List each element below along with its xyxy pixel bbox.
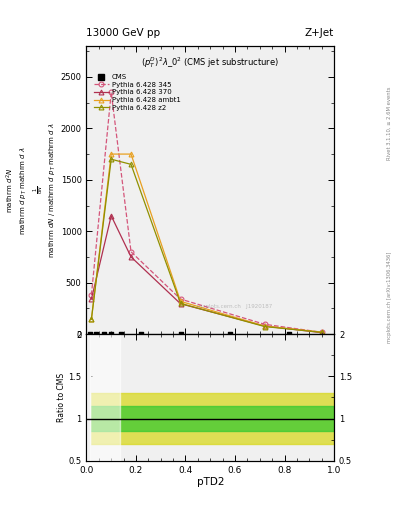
Point [138,330,144,338]
Point [87,330,93,338]
Point [118,330,124,338]
Text: Z+Jet: Z+Jet [305,28,334,38]
Text: $(p_T^D)^2\lambda\_0^2$ (CMS jet substructure): $(p_T^D)^2\lambda\_0^2$ (CMS jet substru… [141,55,279,70]
Bar [86,334,90,461]
X-axis label: pTD2: pTD2 [196,477,224,487]
Y-axis label: Ratio to CMS: Ratio to CMS [57,373,66,422]
Point [108,330,114,338]
Bar [90,334,120,461]
Bar [86,406,334,431]
Text: Rivet 3.1.10, ≥ 2.6M events: Rivet 3.1.10, ≥ 2.6M events [387,86,392,160]
Point [227,330,233,338]
Point [286,330,293,338]
Text: 13000 GeV pp: 13000 GeV pp [86,28,161,38]
Bar [86,393,334,444]
Point [93,330,99,338]
Point [177,330,184,338]
Text: mcplots.cern.ch [arXiv:1306.3436]: mcplots.cern.ch [arXiv:1306.3436] [387,251,392,343]
Legend: CMS, Pythia 6.428 345, Pythia 6.428 370, Pythia 6.428 ambt1, Pythia 6.428 z2: CMS, Pythia 6.428 345, Pythia 6.428 370,… [91,71,184,114]
Y-axis label: mathrm $d^2N$
mathrm $d$ $p_T$ mathrm $d$ $\lambda$
$\frac{1}{\mathrm{d}N}$
math: mathrm $d^2N$ mathrm $d$ $p_T$ mathrm $d… [5,122,58,258]
Text: mcplots.cern.ch   J1920187: mcplots.cern.ch J1920187 [197,304,273,309]
Point [101,330,107,338]
